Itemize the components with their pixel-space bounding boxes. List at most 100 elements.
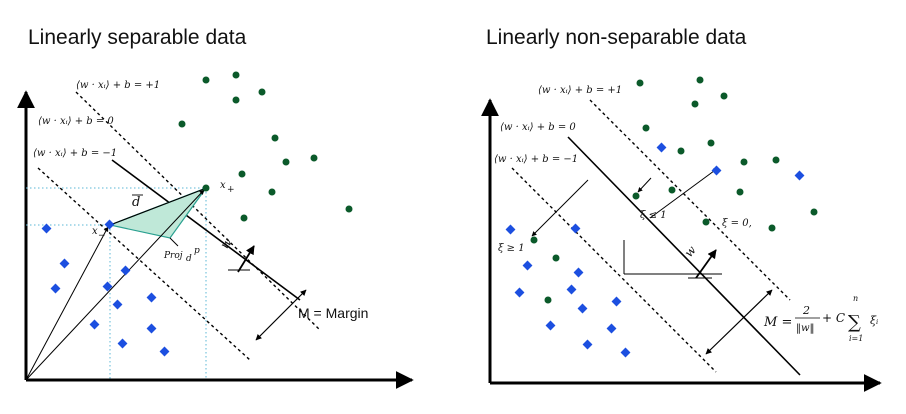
green-point <box>202 76 210 84</box>
right-eq-minus: ⟨w · xᵢ⟩ + b = −1 <box>494 154 578 165</box>
formula-sum-top: n <box>853 294 858 303</box>
left-minus-margin-line <box>37 167 251 361</box>
green-point <box>642 124 650 132</box>
green-point <box>768 224 776 232</box>
blue-point <box>104 219 115 230</box>
blue-point <box>89 319 100 330</box>
xi-le-1: ξ ≤ 1 <box>640 210 667 221</box>
margin-formula: M = 2 ‖w‖ + C n ∑ i=1 ξᵢ <box>763 294 878 343</box>
green-point <box>232 96 240 104</box>
blue-point <box>582 339 593 350</box>
right-panel-title: Linearly non-separable data <box>486 26 747 49</box>
left-decision-boundary <box>111 159 301 301</box>
blue-point <box>146 292 157 303</box>
right-eq-zero: ⟨w · xᵢ⟩ + b = 0 <box>500 122 576 133</box>
blue-point <box>570 223 581 234</box>
left-panel-title: Linearly separable data <box>28 26 247 49</box>
projection-triangle <box>107 186 208 239</box>
blue-point <box>522 260 533 271</box>
green-point <box>677 147 685 155</box>
right-w-vector <box>695 249 717 279</box>
right-blue-points <box>505 142 805 358</box>
left-eq-minus: ⟨w · xᵢ⟩ + b = −1 <box>33 148 117 159</box>
blue-point <box>573 267 584 278</box>
proj-label: Proj <box>163 251 183 261</box>
green-point <box>238 170 246 178</box>
green-point <box>345 205 353 213</box>
xi-zero: ξ = 0, <box>722 218 752 229</box>
green-point <box>668 186 676 194</box>
blue-point <box>794 170 805 181</box>
slack-arrow-zero <box>649 167 719 219</box>
green-point <box>552 254 560 262</box>
green-point <box>707 139 715 147</box>
green-point <box>632 192 640 200</box>
xi-ge-1: ξ ≥ 1 <box>498 243 525 254</box>
formula-lhs: M = <box>763 315 792 330</box>
left-plus-margin-line <box>75 91 321 331</box>
proj-sub: d <box>186 254 192 264</box>
green-point <box>530 236 538 244</box>
blue-point <box>159 346 170 357</box>
label-x-plus: x <box>220 180 226 191</box>
green-point <box>810 208 818 216</box>
blue-point <box>711 165 722 176</box>
blue-point <box>606 323 617 334</box>
blue-point <box>566 284 577 295</box>
label-x-minus-sub: − <box>98 231 106 241</box>
green-point <box>720 92 728 100</box>
left-panel: Linearly separable data ⟨w · xᵢ⟩ + b = +… <box>17 26 414 389</box>
green-point <box>636 79 644 87</box>
blue-point <box>611 296 622 307</box>
green-point <box>178 120 186 128</box>
left-margin-label: M = Margin <box>298 305 368 321</box>
left-eq-plus: ⟨w · xᵢ⟩ + b = +1 <box>76 80 160 91</box>
green-point <box>232 71 240 79</box>
left-green-points <box>178 71 353 222</box>
formula-plus-c: + C <box>822 311 845 325</box>
green-point <box>268 188 276 196</box>
proj-tick <box>169 237 179 247</box>
green-point <box>282 158 290 166</box>
formula-sum: ∑ <box>848 312 861 333</box>
right-green-points <box>530 76 818 304</box>
left-margin-arrow <box>255 289 307 341</box>
blue-point <box>117 338 128 349</box>
green-point <box>691 100 699 108</box>
vector-d <box>109 188 205 226</box>
slack-arrow-large <box>531 179 589 237</box>
right-panel: Linearly non-separable data ⟨w · xᵢ⟩ + b… <box>481 26 882 392</box>
proj-sup: p <box>194 246 200 256</box>
blue-point <box>620 347 631 358</box>
blue-point <box>545 320 556 331</box>
vector-x-minus <box>25 226 109 381</box>
left-guide-lines <box>26 187 207 380</box>
right-margin-arrow <box>705 289 773 355</box>
right-eq-plus: ⟨w · xᵢ⟩ + b = +1 <box>538 85 622 96</box>
label-x-plus-sub: + <box>227 185 235 195</box>
blue-point <box>41 223 52 234</box>
blue-point <box>59 258 70 269</box>
blue-point <box>514 287 525 298</box>
green-point <box>271 134 279 142</box>
formula-den: ‖w‖ <box>796 323 815 334</box>
green-point <box>702 218 710 226</box>
right-minus-margin-line <box>511 167 717 373</box>
blue-point <box>50 283 61 294</box>
formula-num: 2 <box>802 304 810 317</box>
right-plus-margin-line <box>589 99 791 301</box>
blue-point <box>505 224 516 235</box>
slack-arrow-small <box>637 177 652 193</box>
blue-point <box>656 142 667 153</box>
green-point <box>202 184 210 192</box>
green-point <box>696 76 704 84</box>
green-point <box>772 156 780 164</box>
green-point <box>258 88 266 96</box>
blue-point <box>146 323 157 334</box>
green-point <box>310 154 318 162</box>
green-point <box>736 188 744 196</box>
blue-point <box>120 265 131 276</box>
green-point <box>544 296 552 304</box>
label-x-minus: x <box>92 226 98 237</box>
